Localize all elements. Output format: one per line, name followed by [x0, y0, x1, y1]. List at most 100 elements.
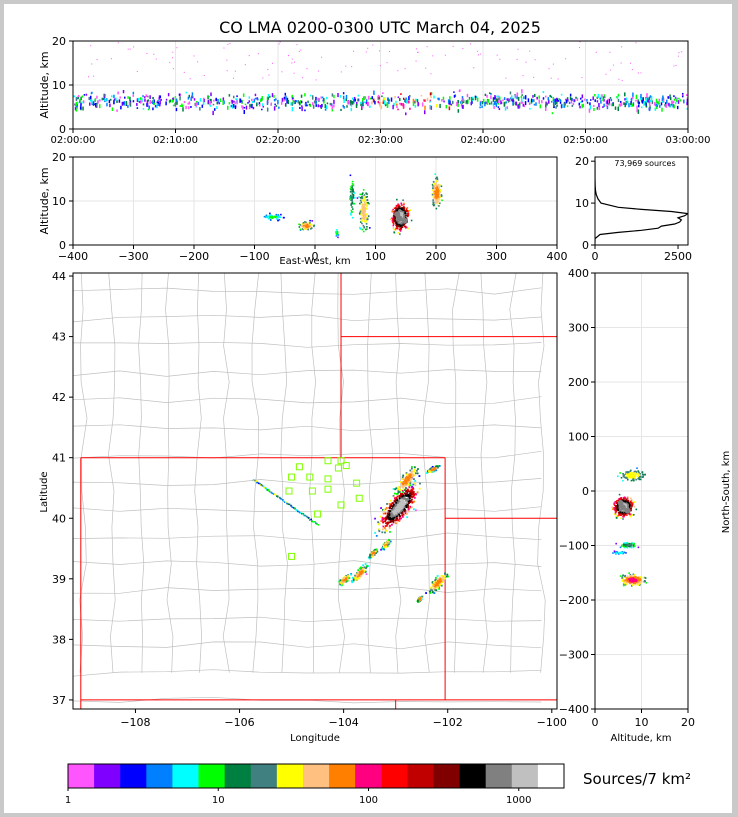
time-height-source — [520, 100, 523, 104]
north-south-source — [621, 576, 624, 578]
time-height-source — [362, 98, 364, 102]
time-height-source — [74, 107, 77, 111]
plan-view-source — [392, 520, 395, 523]
plan-view-source — [408, 486, 411, 489]
time-height-source — [291, 58, 293, 60]
east-west-source — [308, 226, 311, 229]
plan-view-source — [435, 465, 438, 468]
east-west-source — [266, 215, 269, 218]
time-height-source — [390, 97, 393, 102]
plan-view-source — [405, 503, 408, 505]
time-height-source — [495, 100, 497, 105]
time-height-source — [149, 99, 152, 104]
east-west-source — [351, 202, 354, 205]
north-south-xticks: 0 10 20 — [592, 709, 695, 729]
time-height-source — [621, 46, 623, 48]
plan-view-source — [384, 528, 387, 531]
time-height-source — [566, 97, 569, 100]
east-west-source — [304, 227, 306, 229]
time-height-source — [347, 100, 349, 105]
plan-view-source — [380, 520, 383, 522]
north-south-source — [624, 542, 627, 544]
time-height-source — [292, 102, 295, 105]
plan-view-source — [407, 478, 410, 480]
east-west-source — [368, 202, 371, 205]
north-south-source — [614, 509, 617, 512]
plan-view-source — [398, 491, 401, 493]
plan-view-source — [398, 517, 401, 520]
time-height-source — [233, 100, 235, 103]
plan-view-source — [317, 524, 320, 526]
time-height-source — [458, 89, 461, 93]
time-height-source — [304, 109, 306, 112]
time-height-source — [655, 98, 658, 103]
time-height-source — [567, 98, 569, 102]
time-height-source — [345, 98, 347, 102]
time-height-source — [606, 105, 609, 110]
time-height-source — [662, 95, 664, 100]
plan-view-source — [385, 524, 388, 527]
plan-view-source — [426, 472, 428, 474]
north-south-source — [632, 581, 635, 583]
plan-view-xtick-label: −104 — [329, 716, 359, 729]
time-height-source — [580, 101, 582, 104]
time-height-source — [387, 97, 390, 100]
time-height-source — [110, 58, 112, 60]
north-south-source — [618, 553, 620, 555]
time-height-source — [430, 105, 433, 110]
time-height-source — [349, 101, 352, 106]
plan-view-source — [376, 550, 379, 553]
east-west-source — [439, 189, 442, 191]
plan-view-source — [394, 519, 397, 522]
lma-station-marker — [324, 485, 332, 493]
time-height-source — [321, 96, 324, 99]
time-height-source — [678, 97, 680, 100]
time-height-source — [682, 94, 684, 97]
plan-view-source — [276, 495, 278, 497]
plan-view-source — [383, 527, 386, 529]
north-south-source — [634, 580, 637, 583]
east-west-source — [397, 221, 400, 223]
plan-view-source — [398, 494, 401, 497]
plan-view-source — [394, 497, 396, 500]
time-height-source — [486, 99, 489, 103]
east-west-source — [438, 186, 440, 189]
north-south-source — [619, 513, 621, 515]
plan-view-source — [389, 513, 392, 516]
plan-view-source — [434, 576, 437, 579]
time-height-source — [610, 69, 612, 71]
plan-view-source — [435, 469, 438, 472]
county-line — [194, 273, 202, 673]
time-height-source — [191, 95, 193, 98]
plan-view-source — [391, 504, 393, 507]
time-height-source — [453, 91, 455, 93]
east-west-source — [366, 225, 368, 228]
plan-view-source — [395, 487, 398, 490]
time-height-source — [212, 103, 215, 106]
time-height-source — [479, 106, 481, 109]
time-height-source — [462, 47, 464, 49]
east-west-source — [399, 222, 402, 225]
east-west-source — [432, 199, 434, 201]
plan-view-source — [294, 508, 296, 510]
plan-view-source — [395, 504, 397, 506]
time-height-source — [525, 61, 527, 63]
time-height-source — [529, 50, 531, 52]
time-height-source — [218, 102, 221, 105]
time-height-source — [562, 103, 564, 108]
plan-view-source — [397, 488, 400, 491]
time-height-source — [596, 106, 599, 110]
time-height-source — [557, 78, 559, 80]
east-west-source — [392, 224, 395, 227]
east-west-source — [402, 199, 404, 201]
time-height-source — [353, 50, 355, 52]
east-west-source — [359, 193, 362, 196]
plan-view-source — [375, 534, 378, 537]
time-height-source — [372, 98, 375, 103]
plan-view-source — [396, 512, 399, 515]
time-height-source — [305, 101, 307, 105]
east-west-source — [351, 183, 354, 185]
time-height-source — [278, 106, 280, 109]
time-height-source — [152, 107, 154, 111]
time-height-source — [392, 104, 394, 110]
